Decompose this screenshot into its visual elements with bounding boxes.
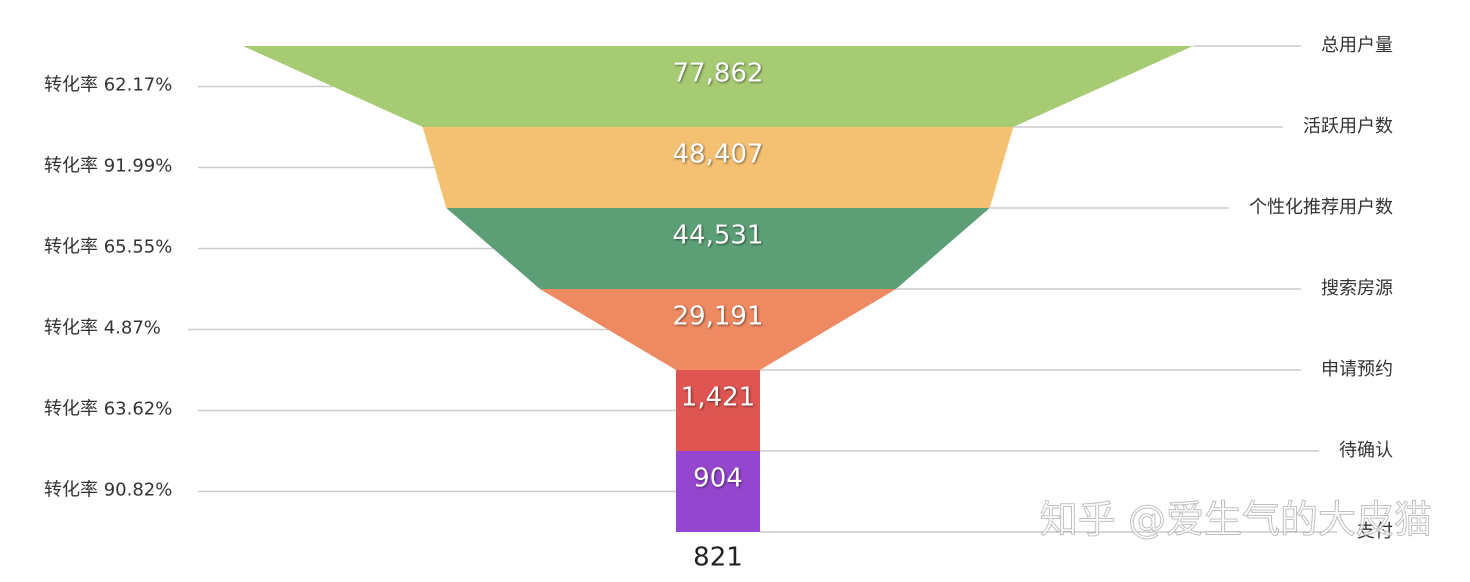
conversion-label: 转化率 90.82%	[44, 480, 172, 501]
value-label: 821	[693, 543, 743, 573]
funnel-segment	[243, 46, 1193, 127]
value-label: 48,407	[673, 140, 764, 170]
value-label: 77,862	[673, 59, 764, 89]
stage-label: 搜索房源	[1321, 278, 1393, 299]
stage-label: 申请预约	[1321, 359, 1393, 380]
value-label: 904	[693, 464, 743, 494]
stage-label: 待确认	[1339, 440, 1393, 461]
conversion-label: 转化率 63.62%	[44, 399, 172, 420]
value-label: 1,421	[681, 383, 755, 413]
value-label: 29,191	[673, 302, 764, 332]
funnel-segment	[676, 370, 760, 451]
value-label: 44,531	[673, 221, 764, 251]
funnel-segment	[422, 127, 1014, 208]
stage-label: 个性化推荐用户数	[1249, 197, 1393, 218]
stage-label: 活跃用户数	[1303, 116, 1393, 137]
conversion-label: 转化率 91.99%	[44, 156, 172, 177]
stage-label: 总用户量	[1321, 35, 1393, 56]
conversion-label: 转化率 65.55%	[44, 237, 172, 258]
funnel-segment	[676, 451, 760, 532]
watermark: 知乎 @爱生气的大皮猫	[1040, 498, 1432, 542]
funnel-segment	[446, 208, 990, 289]
stage-label: 支付	[1357, 521, 1393, 542]
conversion-label: 转化率 4.87%	[44, 318, 161, 339]
conversion-label: 转化率 62.17%	[44, 75, 172, 96]
funnel-segment	[539, 289, 897, 370]
